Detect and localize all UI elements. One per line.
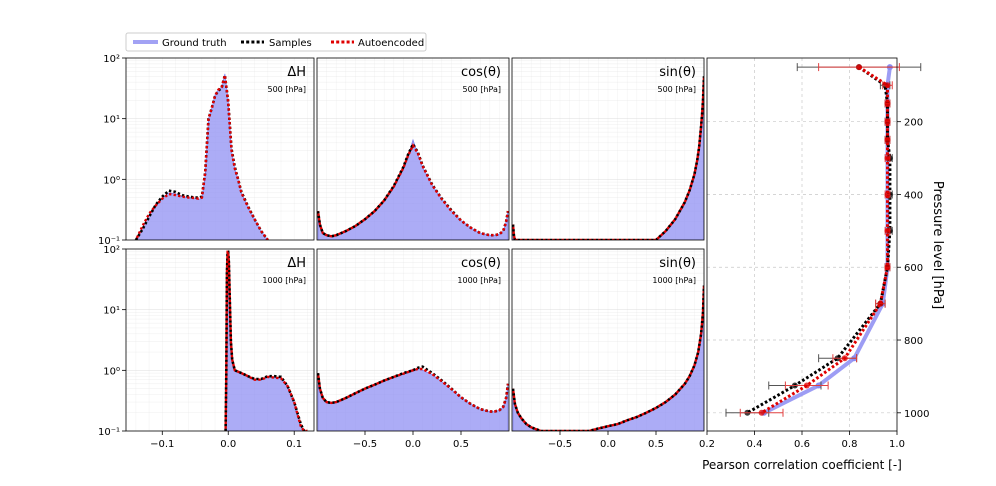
- correlation-grid: [707, 58, 897, 431]
- panel-level-label: 500 [hPa]: [463, 85, 502, 94]
- y-tick-label: 400: [904, 190, 923, 201]
- panel-label: ΔH: [287, 256, 306, 271]
- y-tick-label: 200: [904, 118, 923, 129]
- corr-autoencoded-point: [841, 355, 848, 362]
- panel-level-label: 1000 [hPa]: [262, 276, 306, 285]
- legend: Ground truth Samples Autoencoded: [125, 32, 427, 52]
- y-tick-label: 10⁻¹: [98, 427, 120, 438]
- panel-label: cos(θ): [461, 256, 501, 271]
- x-tick-label: 0.6: [794, 439, 810, 450]
- ground-truth-area-r0c1: [317, 138, 509, 240]
- correlation-x-axis-label: Pearson correlation coefficient [-]: [702, 458, 902, 472]
- x-tick-label: 0.4: [747, 439, 763, 450]
- y-tick-label: 10⁰: [103, 175, 120, 186]
- panel-label: sin(θ): [659, 65, 696, 80]
- frame-r0c1: [316, 57, 510, 241]
- corr-autoencoded-point: [856, 64, 862, 71]
- panel-label: ΔH: [287, 65, 306, 80]
- x-tick-label: 1.0: [889, 439, 905, 450]
- corr-autoencoded-point: [877, 300, 884, 307]
- y-tick-label: 10⁰: [103, 366, 120, 377]
- x-tick-label: 0.5: [648, 439, 664, 450]
- corr-autoencoded-point: [884, 191, 891, 198]
- panel-r0c0: ΔH 500 [hPa] 10⁻¹ 10⁰ 10¹ 10²: [98, 54, 315, 247]
- panel-level-label: 500 [hPa]: [658, 85, 697, 94]
- legend-label-ground-truth: Ground truth: [162, 38, 227, 49]
- x-tick-label: 0.8: [842, 439, 858, 450]
- legend-label-samples: Samples: [269, 38, 312, 49]
- corr-autoencoded-point: [884, 264, 891, 271]
- y-tick-label: 10²: [103, 245, 120, 256]
- panel-label: cos(θ): [461, 65, 501, 80]
- y-tick-label: 10¹: [103, 115, 120, 126]
- y-tick-label: 600: [904, 263, 923, 274]
- corr-autoencoded-point: [884, 136, 891, 143]
- autoencoded-line-r1c0: [224, 250, 308, 431]
- y-tick-label: 10²: [103, 54, 120, 65]
- corr-autoencoded-point: [803, 382, 810, 389]
- corr-autoencoded-point: [884, 100, 891, 107]
- samples-line-r1c1: [317, 365, 509, 413]
- x-tick-label: −0.5: [353, 439, 377, 450]
- corr-autoencoded-point: [884, 118, 891, 125]
- x-tick-label: 0.0: [405, 439, 421, 450]
- frame-r1c0: [125, 248, 315, 432]
- correlation-y-axis-label: Pressure level [hPa]: [930, 181, 945, 309]
- samples-line-r0c2: [512, 76, 704, 240]
- legend-label-autoencoded: Autoencoded: [358, 38, 424, 49]
- panel-label: sin(θ): [659, 256, 696, 271]
- panel-level-label: 1000 [hPa]: [652, 276, 696, 285]
- autoencoded-line-r1c2: [512, 285, 704, 431]
- x-tick-label: −0.1: [150, 439, 174, 450]
- corr-autoencoded-point: [758, 409, 765, 416]
- grid-r0c2: [511, 58, 705, 240]
- panel-level-label: 500 [hPa]: [268, 85, 307, 94]
- x-tick-label: 0.0: [220, 439, 236, 450]
- frame-r0c0: [125, 57, 315, 241]
- y-tick-label: 800: [904, 336, 923, 347]
- panel-r0c2: sin(θ) 500 [hPa]: [511, 57, 705, 241]
- panel-r1c2: sin(θ) 1000 [hPa] −0.5 0.0 0.5: [511, 248, 705, 450]
- correlation-panel: 0.2 0.4 0.6 0.8 1.0 200 400 600 800 1000 Pearson c…: [699, 57, 945, 472]
- y-tick-label: 1000: [904, 409, 929, 420]
- corr-autoencoded-point: [884, 82, 891, 89]
- corr-ground-truth-line: [763, 66, 892, 415]
- corr-autoencoded-line: [760, 65, 889, 415]
- corr-autoencoded-point: [884, 155, 891, 162]
- frame-r0c2: [511, 57, 705, 241]
- autoencoded-line-r0c1: [317, 143, 509, 238]
- panel-r0c1: cos(θ) 500 [hPa]: [316, 57, 510, 241]
- x-tick-label: 0.2: [699, 439, 715, 450]
- x-tick-label: 0.0: [600, 439, 616, 450]
- x-tick-label: 0.5: [453, 439, 469, 450]
- autoencoded-line-r0c0: [134, 74, 269, 240]
- x-tick-label: 0.1: [286, 439, 302, 450]
- samples-line-r1c2: [512, 285, 704, 431]
- y-tick-label: 10¹: [103, 306, 120, 317]
- legend-frame: [125, 32, 427, 52]
- panel-level-label: 1000 [hPa]: [457, 276, 501, 285]
- x-tick-label: −0.5: [548, 439, 572, 450]
- grid-r0c1: [316, 58, 510, 240]
- corr-autoencoded-point: [884, 227, 891, 234]
- y-tick-label: 10⁻¹: [98, 236, 120, 247]
- ground-truth-area-r1c1: [317, 368, 509, 431]
- panel-r1c0: ΔH 1000 [hPa] 10⁻¹ 10⁰ 10¹ 10² −0.1 0.0 0.1: [98, 245, 315, 450]
- panel-r1c1: cos(θ) 1000 [hPa] −0.5 0.0 0.5: [316, 248, 510, 450]
